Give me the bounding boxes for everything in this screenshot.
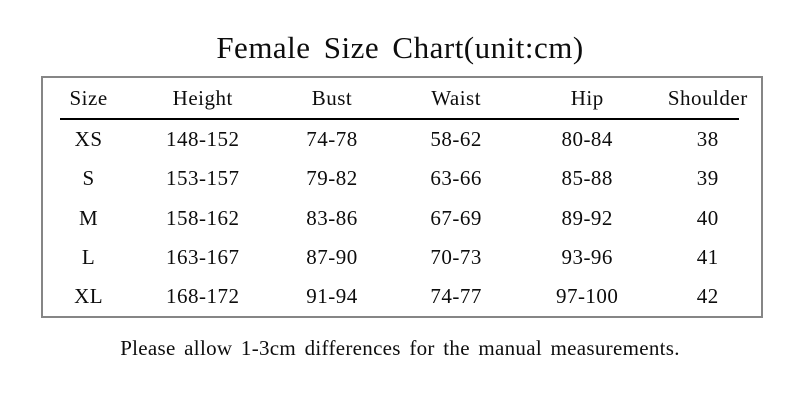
table-row-s: S 153-157 79-82 63-66 85-88 39 [43,159,761,198]
footer-note: Please allow 1-3cm differences for the m… [120,336,680,360]
cell-size: M [78,205,99,230]
cell-shoulder: 39 [696,166,719,191]
table-header-row: Size Height Bust Waist Hip Shoulder [43,78,761,118]
cell-height: 158-162 [165,205,240,230]
cell-bust: 91-94 [306,283,358,308]
cell-hip: 93-96 [561,244,613,269]
cell-bust: 83-86 [306,205,358,230]
cell-hip: 97-100 [555,283,619,308]
cell-waist: 63-66 [430,166,482,191]
column-header-hip: Hip [570,85,604,110]
cell-size: L [81,244,96,269]
cell-height: 168-172 [165,283,240,308]
cell-waist: 58-62 [430,127,482,152]
cell-size: XS [74,127,103,152]
cell-bust: 79-82 [306,166,358,191]
column-header-shoulder: Shoulder [667,85,748,110]
column-header-size: Size [69,85,108,110]
table-row-l: L 163-167 87-90 70-73 93-96 41 [43,238,761,277]
page-title: Female Size Chart(unit:cm) [216,30,584,65]
cell-bust: 74-78 [306,127,358,152]
cell-shoulder: 40 [696,205,719,230]
header-divider [60,118,739,120]
cell-shoulder: 38 [696,127,719,152]
column-header-height: Height [172,85,233,110]
table-row-xl: XL 168-172 91-94 74-77 97-100 42 [43,277,761,316]
cell-shoulder: 41 [696,244,719,269]
cell-bust: 87-90 [306,244,358,269]
table-row-xs: XS 148-152 74-78 58-62 80-84 38 [43,120,761,159]
column-header-waist: Waist [431,85,482,110]
cell-hip: 89-92 [561,205,613,230]
cell-waist: 74-77 [430,283,482,308]
cell-waist: 67-69 [430,205,482,230]
cell-height: 153-157 [165,166,240,191]
cell-hip: 80-84 [561,127,613,152]
cell-size: S [82,166,95,191]
cell-height: 163-167 [165,244,240,269]
cell-shoulder: 42 [696,283,719,308]
cell-hip: 85-88 [561,166,613,191]
table-row-m: M 158-162 83-86 67-69 89-92 40 [43,198,761,237]
cell-waist: 70-73 [430,244,482,269]
cell-height: 148-152 [165,127,240,152]
column-header-bust: Bust [311,85,353,110]
cell-size: XL [74,283,104,308]
size-table: Size Height Bust Waist Hip Shoulder XS 1… [41,76,763,318]
